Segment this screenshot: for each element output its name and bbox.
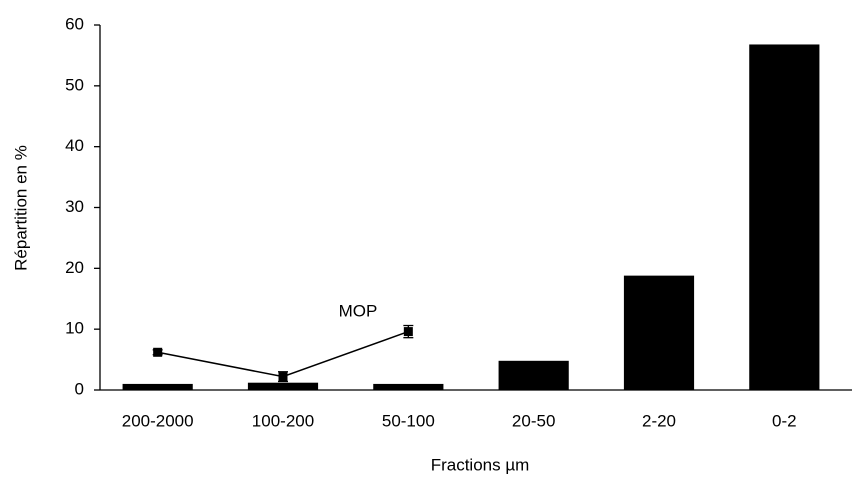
y-tick-label: 60 (65, 14, 84, 33)
x-tick-label: 0-2 (772, 411, 797, 430)
bar (247, 382, 319, 390)
bar (122, 383, 193, 390)
y-axis-label: Répartition en % (11, 145, 30, 271)
marker (278, 372, 288, 382)
x-tick-label: 200-2000 (122, 411, 194, 430)
series-label: MOP (339, 301, 378, 320)
marker (153, 347, 163, 357)
x-tick-label: 100-200 (252, 411, 314, 430)
x-axis-label: Fractions µm (431, 455, 530, 474)
bar (749, 44, 820, 390)
y-tick-label: 30 (65, 197, 84, 216)
bar (373, 383, 444, 390)
x-tick-label: 50-100 (382, 411, 435, 430)
y-tick-label: 50 (65, 75, 84, 94)
bar (623, 275, 695, 390)
marker (403, 327, 413, 337)
y-tick-label: 40 (65, 136, 84, 155)
y-tick-label: 0 (75, 379, 84, 398)
line (157, 330, 409, 378)
bar (498, 360, 569, 390)
y-tick-label: 20 (65, 258, 84, 277)
y-tick-label: 10 (65, 319, 84, 338)
x-tick-label: 20-50 (512, 411, 555, 430)
x-tick-label: 2-20 (642, 411, 676, 430)
